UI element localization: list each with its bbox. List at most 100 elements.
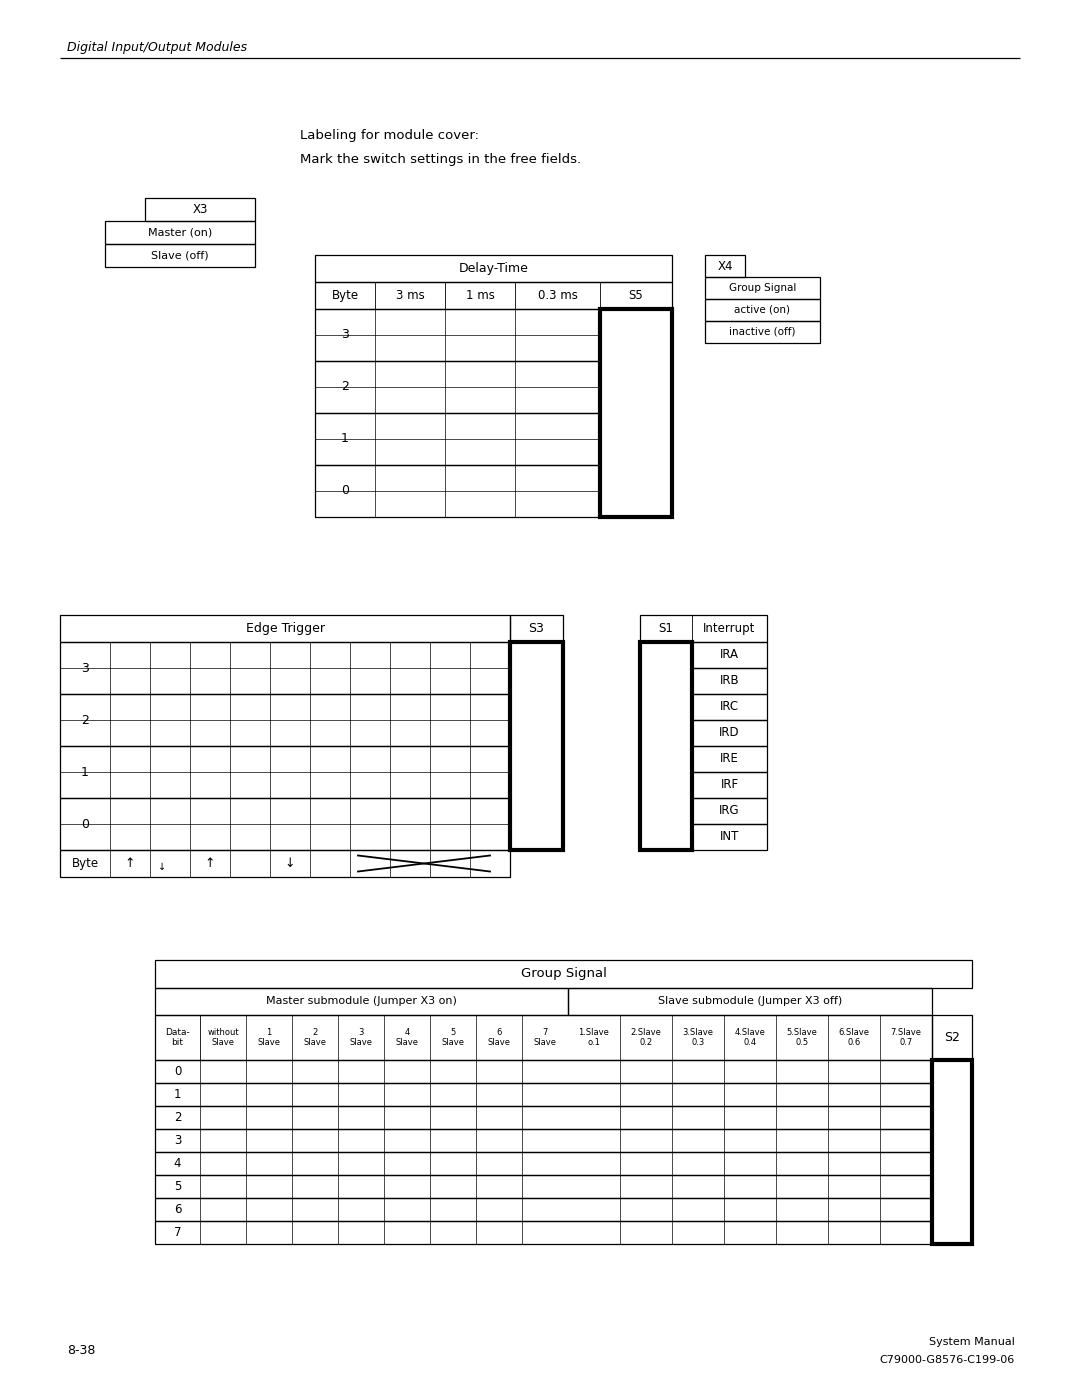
Bar (156, 1016, 932, 1060)
Bar (640, 694, 767, 719)
Text: 0: 0 (174, 1065, 181, 1078)
Bar (568, 988, 932, 1016)
Bar (156, 1199, 932, 1221)
Text: IRB: IRB (719, 675, 740, 687)
Text: 5.Slave
0.5: 5.Slave 0.5 (786, 1028, 818, 1046)
Bar (640, 615, 767, 643)
Text: 2: 2 (81, 714, 89, 726)
Text: Byte: Byte (71, 856, 98, 870)
Text: 3
Slave: 3 Slave (350, 1028, 373, 1046)
Bar (640, 668, 767, 694)
Bar (315, 465, 600, 517)
Bar (60, 746, 510, 798)
Text: Edge Trigger: Edge Trigger (245, 622, 324, 636)
Text: IRD: IRD (719, 726, 740, 739)
Bar (60, 694, 510, 746)
Text: IRG: IRG (719, 805, 740, 817)
Bar (640, 773, 767, 798)
Text: ↑: ↑ (125, 856, 135, 870)
Text: Group Signal: Group Signal (729, 284, 796, 293)
Bar (156, 988, 568, 1016)
Bar (156, 1106, 932, 1129)
Text: 0.3 ms: 0.3 ms (538, 289, 578, 302)
Text: 4: 4 (174, 1157, 181, 1171)
Text: Labeling for module cover:: Labeling for module cover: (300, 129, 480, 141)
Bar (640, 798, 767, 824)
Text: 3: 3 (81, 662, 89, 675)
Text: 7.Slave
0.7: 7.Slave 0.7 (891, 1028, 921, 1046)
Text: 2: 2 (341, 380, 349, 394)
Bar (640, 643, 692, 849)
Text: 2.Slave
0.2: 2.Slave 0.2 (631, 1028, 661, 1046)
Bar (156, 1221, 932, 1243)
Bar (705, 299, 820, 321)
Bar (60, 615, 510, 643)
Bar (156, 1153, 932, 1175)
Text: 6.Slave
0.6: 6.Slave 0.6 (838, 1028, 869, 1046)
Text: S5: S5 (629, 289, 644, 302)
Bar (60, 798, 510, 849)
Text: S3: S3 (528, 622, 544, 636)
Text: without
Slave: without Slave (207, 1028, 239, 1046)
Bar (510, 615, 563, 643)
Bar (315, 360, 600, 414)
Text: 4.Slave
0.4: 4.Slave 0.4 (734, 1028, 766, 1046)
Text: Digital Input/Output Modules: Digital Input/Output Modules (67, 41, 247, 53)
Bar (932, 1016, 972, 1060)
Text: Master (on): Master (on) (148, 228, 212, 237)
Text: Delay-Time: Delay-Time (459, 263, 528, 275)
Text: Interrupt: Interrupt (703, 622, 756, 636)
Bar (705, 256, 745, 277)
Bar (60, 849, 510, 877)
Bar (105, 221, 255, 244)
Text: 1: 1 (174, 1088, 181, 1101)
Text: 7
Slave: 7 Slave (534, 1028, 556, 1046)
Text: 5: 5 (174, 1180, 181, 1193)
Bar (640, 746, 767, 773)
Text: ↓: ↓ (158, 862, 166, 872)
Bar (156, 1083, 932, 1106)
Text: IRA: IRA (720, 648, 739, 662)
Bar (640, 824, 767, 849)
Text: 1: 1 (341, 433, 349, 446)
Bar (640, 643, 767, 668)
Text: S2: S2 (944, 1031, 960, 1044)
Text: INT: INT (719, 830, 739, 844)
Text: 2
Slave: 2 Slave (303, 1028, 326, 1046)
Text: 5
Slave: 5 Slave (442, 1028, 464, 1046)
Text: 1: 1 (81, 766, 89, 778)
Text: 1 ms: 1 ms (465, 289, 495, 302)
Text: 1.Slave
o.1: 1.Slave o.1 (579, 1028, 609, 1046)
Text: ↑: ↑ (205, 856, 215, 870)
Text: X3: X3 (192, 203, 207, 217)
Text: Master submodule (Jumper X3 on): Master submodule (Jumper X3 on) (266, 996, 457, 1006)
Text: 3 ms: 3 ms (395, 289, 424, 302)
Bar (156, 960, 972, 988)
Text: Mark the switch settings in the free fields.: Mark the switch settings in the free fie… (300, 154, 581, 166)
Text: 6
Slave: 6 Slave (487, 1028, 511, 1046)
Text: IRC: IRC (720, 700, 739, 714)
Text: active (on): active (on) (734, 305, 791, 314)
Bar (600, 309, 672, 517)
Text: X4: X4 (717, 260, 732, 272)
Bar (145, 198, 255, 221)
Text: 3: 3 (174, 1134, 181, 1147)
Text: 1
Slave: 1 Slave (257, 1028, 281, 1046)
Text: Slave submodule (Jumper X3 off): Slave submodule (Jumper X3 off) (658, 996, 842, 1006)
Bar (156, 1060, 932, 1083)
Text: Byte: Byte (332, 289, 359, 302)
Text: S1: S1 (659, 622, 674, 636)
Text: System Manual: System Manual (929, 1337, 1015, 1347)
Bar (315, 282, 672, 309)
Text: IRF: IRF (720, 778, 739, 792)
Text: 6: 6 (174, 1203, 181, 1215)
Bar (315, 256, 672, 282)
Text: 3.Slave
0.3: 3.Slave 0.3 (683, 1028, 714, 1046)
Bar (640, 719, 767, 746)
Text: Group Signal: Group Signal (521, 968, 607, 981)
Bar (60, 643, 510, 694)
Bar (932, 1060, 972, 1243)
Text: ↓: ↓ (285, 856, 295, 870)
Text: 0: 0 (81, 817, 89, 830)
Bar (705, 277, 820, 299)
